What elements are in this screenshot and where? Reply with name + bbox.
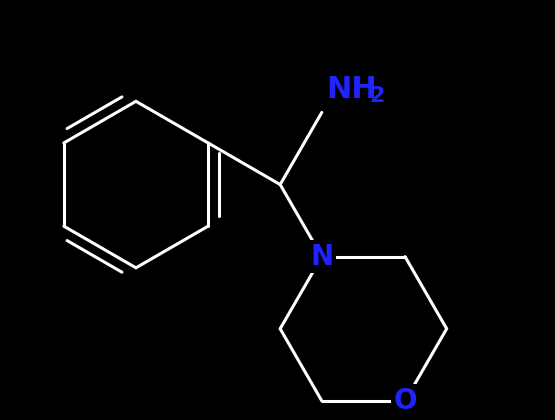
Text: N: N — [310, 243, 334, 270]
Text: O: O — [393, 387, 417, 415]
Text: 2: 2 — [369, 86, 385, 106]
Text: NH: NH — [326, 75, 377, 104]
